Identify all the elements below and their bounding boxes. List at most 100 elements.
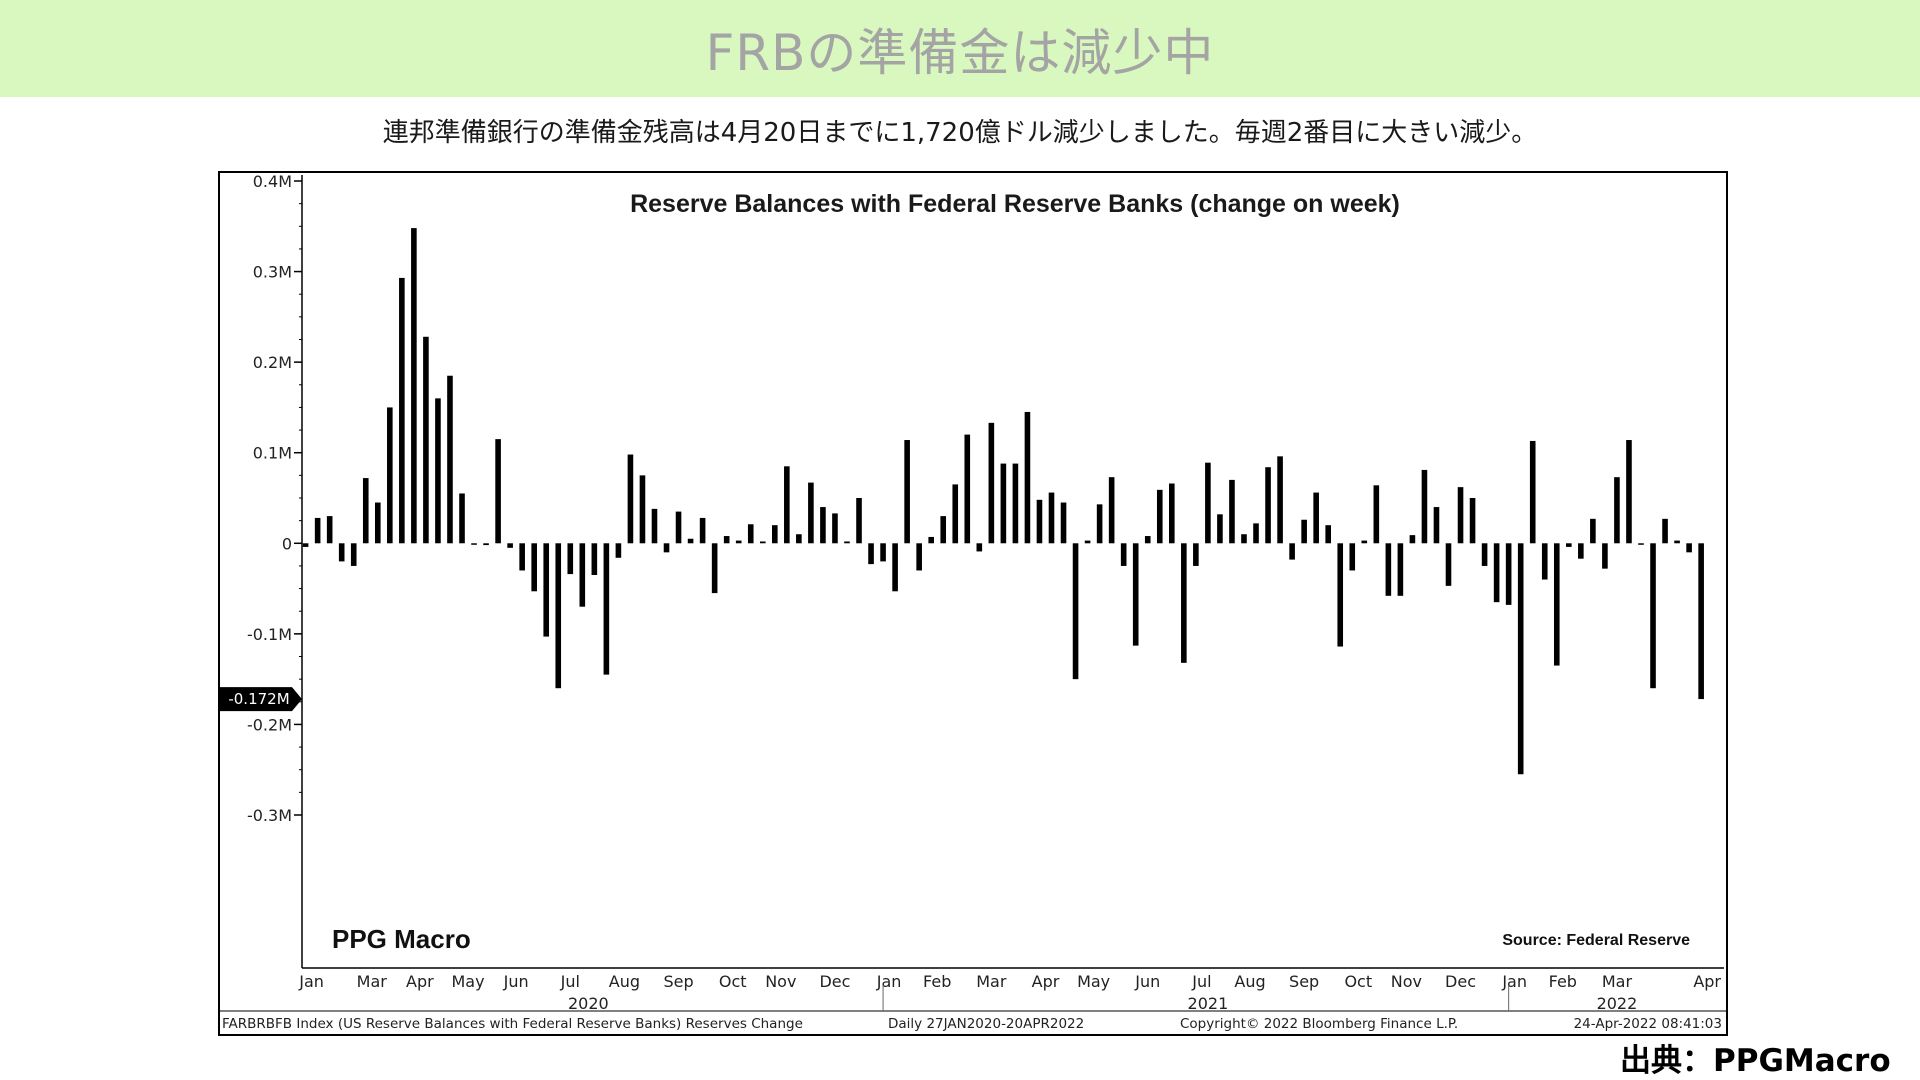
- x-month-label: May: [451, 972, 484, 991]
- bar: [459, 493, 465, 544]
- bar: [1373, 485, 1380, 544]
- bar: [399, 277, 405, 544]
- footer-date-range: Daily 27JAN2020-20APR2022: [888, 1016, 1084, 1032]
- bar: [1193, 543, 1199, 566]
- bar: [447, 375, 453, 544]
- x-month-label: Dec: [819, 972, 850, 991]
- bar: [1181, 543, 1187, 663]
- bar: [663, 543, 670, 553]
- bar: [507, 543, 513, 548]
- bar: [1277, 456, 1283, 544]
- x-month-label: Nov: [765, 972, 796, 991]
- bar: [1590, 518, 1596, 544]
- bar: [591, 543, 598, 575]
- bar: [1566, 543, 1572, 547]
- bar: [1169, 483, 1175, 544]
- bar: [1325, 525, 1331, 544]
- bar: [302, 543, 309, 547]
- bar: [1698, 543, 1704, 700]
- x-month-label: Nov: [1391, 972, 1422, 991]
- footer-timestamp: 24-Apr-2022 08:41:03: [1574, 1016, 1722, 1032]
- bar: [1397, 543, 1404, 596]
- watermark: PPG Macro: [332, 924, 471, 954]
- bar: [904, 440, 910, 544]
- bar: [567, 543, 574, 575]
- plot-area: [302, 175, 1724, 968]
- bar: [1217, 514, 1223, 544]
- bar: [1205, 462, 1211, 544]
- bar: [1301, 519, 1307, 544]
- y-tick-label: -0.1M: [247, 625, 292, 644]
- bar: [1132, 543, 1139, 646]
- x-month-label: Feb: [923, 972, 951, 991]
- bar: [1337, 543, 1344, 647]
- bar: [495, 439, 501, 544]
- bar: [687, 538, 694, 544]
- x-year-label: 2022: [1597, 994, 1638, 1013]
- x-ticks: Jan Mar Apr May Jun Jul Aug Sep Oct Nov Dec Jan Feb M…: [298, 972, 1721, 1013]
- x-month-label: Aug: [1234, 972, 1265, 991]
- bar: [651, 508, 658, 544]
- bar: [387, 407, 393, 544]
- bar: [1529, 440, 1536, 544]
- bar-chart: 0.4M 0.3M 0.2M 0.1M 0 -0.1M -0.2M -0.3M Jan Mar A…: [220, 173, 1726, 1032]
- x-month-label: Oct: [1344, 972, 1372, 991]
- source-credit: 出典：PPGMacro: [1620, 1043, 1891, 1079]
- bar: [483, 543, 489, 546]
- x-month-label: Aug: [609, 972, 640, 991]
- bar: [1505, 543, 1512, 605]
- chart-frame: 0.4M 0.3M 0.2M 0.1M 0 -0.1M -0.2M -0.3M Jan Mar A…: [218, 171, 1728, 1036]
- x-month-label: Dec: [1445, 972, 1476, 991]
- bar: [1253, 523, 1259, 544]
- bar: [555, 543, 562, 689]
- bar: [411, 228, 417, 544]
- bar: [362, 478, 369, 544]
- bar: [723, 536, 730, 544]
- bar: [988, 422, 995, 544]
- bar: [1433, 507, 1440, 544]
- bar: [1241, 534, 1247, 544]
- bar: [1229, 479, 1235, 544]
- x-month-label: Apr: [406, 972, 434, 991]
- chart-title: Reserve Balances with Federal Reserve Ba…: [630, 190, 1400, 218]
- bar: [543, 543, 550, 637]
- footer-copyright: Copyright© 2022 Bloomberg Finance L.P.: [1180, 1016, 1458, 1032]
- bar: [338, 543, 345, 562]
- bar: [856, 498, 862, 544]
- bar: [374, 502, 381, 544]
- bar: [820, 507, 826, 544]
- bar: [1108, 477, 1115, 544]
- x-month-label: Apr: [1693, 972, 1721, 991]
- bar: [892, 543, 898, 592]
- x-month-label: Apr: [1032, 972, 1060, 991]
- bar: [1686, 543, 1692, 553]
- bar: [976, 543, 983, 552]
- bar: [314, 517, 321, 544]
- y-tick-label: 0.2M: [253, 353, 292, 372]
- bar: [784, 466, 790, 544]
- x-month-label: Jan: [1501, 972, 1527, 991]
- bar: [1144, 536, 1151, 544]
- bar: [1349, 543, 1356, 571]
- y-tick-label: 0.1M: [253, 444, 292, 463]
- bar: [1638, 543, 1644, 545]
- x-month-label: Mar: [357, 972, 388, 991]
- bar: [759, 541, 766, 544]
- bar: [1000, 463, 1007, 544]
- bar: [1072, 543, 1079, 680]
- y-tick-label: -0.3M: [247, 806, 292, 825]
- bar: [832, 513, 838, 544]
- bar: [747, 524, 754, 544]
- bar: [699, 517, 706, 544]
- bar: [772, 525, 778, 544]
- bar: [964, 434, 971, 544]
- bar: [1361, 540, 1368, 544]
- bar: [711, 543, 718, 594]
- bar: [1541, 543, 1548, 580]
- bar: [916, 543, 922, 571]
- bar: [471, 543, 477, 545]
- bar: [952, 484, 959, 544]
- title-band: FRBの準備金は減少中: [0, 0, 1920, 97]
- last-value-label: -0.172M: [228, 690, 289, 708]
- x-month-label: Jan: [298, 972, 324, 991]
